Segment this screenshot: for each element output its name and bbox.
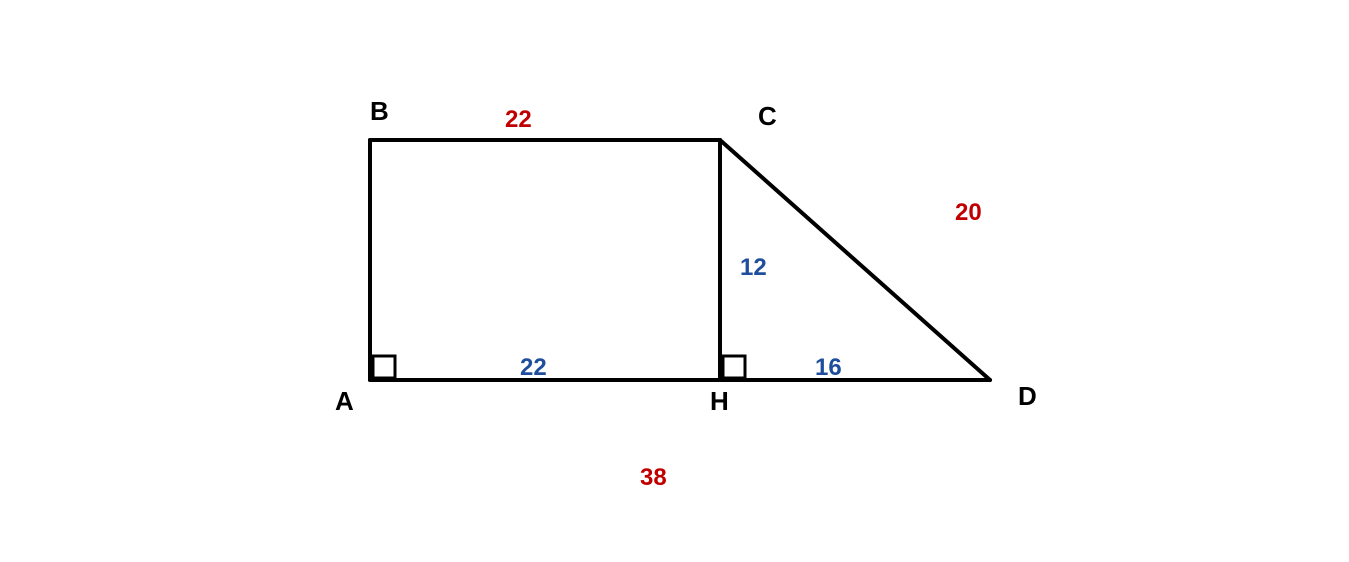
vertex-label-D: D [1018,381,1037,411]
measure-BC: 22 [505,106,532,133]
geometry-diagram: A B C D H 22 20 38 12 22 16 [0,0,1349,562]
vertex-label-H: H [710,386,729,416]
measure-AH: 22 [520,354,547,381]
measure-CH: 12 [740,254,767,281]
vertex-label-C: C [758,101,777,131]
measure-AD: 38 [640,464,667,491]
measure-HD: 16 [815,354,842,381]
vertex-label-A: A [335,386,354,416]
measure-CD: 20 [955,199,982,226]
vertex-label-B: B [370,96,389,126]
